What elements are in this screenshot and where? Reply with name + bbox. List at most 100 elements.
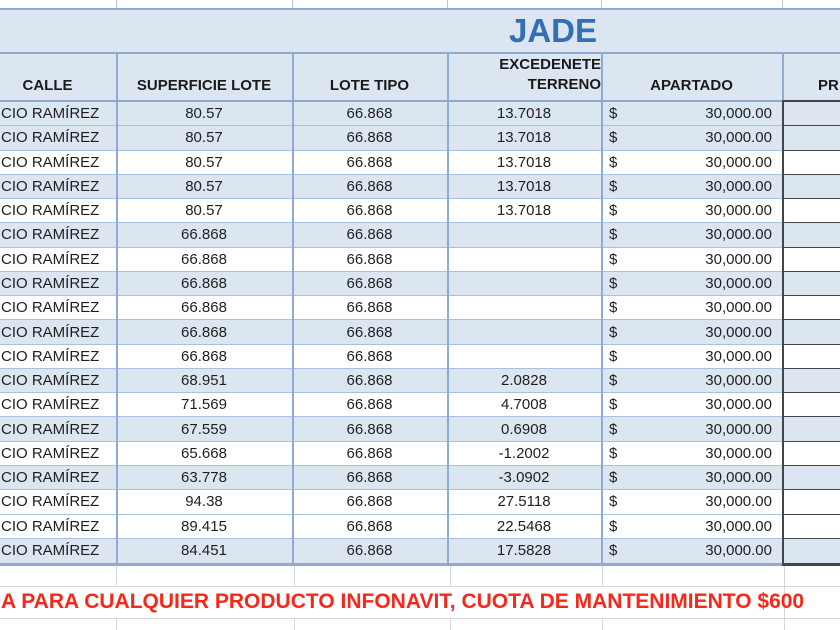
cell-superficie-lote[interactable]: 63.778 bbox=[116, 466, 292, 491]
cell-excedente-terreno[interactable] bbox=[447, 296, 601, 321]
cell-precio-empty[interactable] bbox=[782, 320, 840, 345]
cell-lote-tipo[interactable]: 66.868 bbox=[292, 102, 447, 127]
cell-apartado[interactable]: $30,000.00 bbox=[601, 466, 782, 491]
header-apartado[interactable]: APARTADO bbox=[601, 54, 782, 100]
cell-lote-tipo[interactable]: 66.868 bbox=[292, 466, 447, 491]
cell-superficie-lote[interactable]: 68.951 bbox=[116, 369, 292, 394]
cell-apartado[interactable]: $30,000.00 bbox=[601, 126, 782, 151]
cell-excedente-terreno[interactable]: 0.6908 bbox=[447, 417, 601, 442]
cell-excedente-terreno[interactable] bbox=[447, 272, 601, 297]
cell-apartado[interactable]: $30,000.00 bbox=[601, 320, 782, 345]
cell-calle[interactable]: CIO RAMÍREZ bbox=[0, 490, 116, 515]
cell-apartado[interactable]: $30,000.00 bbox=[601, 102, 782, 127]
cell-excedente-terreno[interactable] bbox=[447, 320, 601, 345]
cell-calle[interactable]: CIO RAMÍREZ bbox=[0, 466, 116, 491]
cell-precio-empty[interactable] bbox=[782, 126, 840, 151]
cell-superficie-lote[interactable]: 80.57 bbox=[116, 151, 292, 175]
cell-superficie-lote[interactable]: 89.415 bbox=[116, 515, 292, 539]
cell-lote-tipo[interactable]: 66.868 bbox=[292, 175, 447, 200]
cell-excedente-terreno[interactable]: -1.2002 bbox=[447, 442, 601, 466]
cell-calle[interactable]: CIO RAMÍREZ bbox=[0, 417, 116, 442]
cell-calle[interactable]: CIO RAMÍREZ bbox=[0, 515, 116, 539]
cell-calle[interactable]: CIO RAMÍREZ bbox=[0, 369, 116, 394]
cell-calle[interactable]: CIO RAMÍREZ bbox=[0, 248, 116, 272]
cell-excedente-terreno[interactable]: 13.7018 bbox=[447, 102, 601, 127]
header-superficie-lote[interactable]: SUPERFICIE LOTE bbox=[116, 54, 292, 100]
cell-precio-empty[interactable] bbox=[782, 539, 840, 563]
cell-lote-tipo[interactable]: 66.868 bbox=[292, 296, 447, 321]
cell-lote-tipo[interactable]: 66.868 bbox=[292, 515, 447, 539]
cell-calle[interactable]: CIO RAMÍREZ bbox=[0, 175, 116, 200]
cell-calle[interactable]: CIO RAMÍREZ bbox=[0, 151, 116, 175]
cell-precio-empty[interactable] bbox=[782, 151, 840, 175]
cell-precio-empty[interactable] bbox=[782, 369, 840, 394]
cell-apartado[interactable]: $30,000.00 bbox=[601, 515, 782, 539]
cell-precio-empty[interactable] bbox=[782, 272, 840, 297]
cell-superficie-lote[interactable]: 80.57 bbox=[116, 199, 292, 224]
cell-lote-tipo[interactable]: 66.868 bbox=[292, 320, 447, 345]
cell-superficie-lote[interactable]: 80.57 bbox=[116, 102, 292, 127]
cell-excedente-terreno[interactable]: 4.7008 bbox=[447, 393, 601, 418]
cell-apartado[interactable]: $30,000.00 bbox=[601, 442, 782, 466]
cell-excedente-terreno[interactable] bbox=[447, 223, 601, 248]
cell-excedente-terreno[interactable]: 17.5828 bbox=[496, 542, 552, 560]
cell-precio-empty[interactable] bbox=[782, 393, 840, 418]
header-lote-tipo[interactable]: LOTE TIPO bbox=[292, 54, 447, 100]
cell-apartado[interactable]: $30,000.00 bbox=[601, 175, 782, 200]
cell-lote-tipo[interactable]: 66.868 bbox=[292, 442, 447, 466]
cell-lote-tipo[interactable]: 66.868 bbox=[292, 490, 447, 515]
cell-lote-tipo[interactable]: 66.868 bbox=[292, 151, 447, 175]
cell-calle[interactable]: CIO RAMÍREZ bbox=[0, 272, 116, 297]
cell-apartado[interactable]: $30,000.00 bbox=[601, 369, 782, 394]
cell-calle[interactable]: CIO RAMÍREZ bbox=[0, 126, 116, 151]
cell-lote-tipo[interactable]: 66.868 bbox=[346, 542, 393, 560]
cell-superficie-lote[interactable]: 94.38 bbox=[116, 490, 292, 515]
cell-apartado[interactable]: $30,000.00 bbox=[601, 490, 782, 515]
cell-excedente-terreno[interactable]: 27.5118 bbox=[447, 490, 601, 515]
cell-apartado[interactable]: $30,000.00 bbox=[601, 539, 782, 563]
cell-lote-tipo[interactable]: 66.868 bbox=[292, 248, 447, 272]
cell-precio-empty[interactable] bbox=[782, 199, 840, 224]
cell-precio-empty[interactable] bbox=[782, 223, 840, 248]
cell-lote-tipo[interactable]: 66.868 bbox=[292, 199, 447, 224]
cell-precio-empty[interactable] bbox=[782, 442, 840, 466]
cell-lote-tipo[interactable]: 66.868 bbox=[292, 223, 447, 248]
cell-apartado[interactable]: $30,000.00 bbox=[601, 345, 782, 369]
cell-excedente-terreno[interactable]: 22.5468 bbox=[447, 515, 601, 539]
cell-calle[interactable]: CIO RAMÍREZ bbox=[0, 442, 116, 466]
cell-lote-tipo[interactable]: 66.868 bbox=[292, 369, 447, 394]
cell-superficie-lote[interactable]: 66.868 bbox=[116, 320, 292, 345]
cell-superficie-lote[interactable]: 66.868 bbox=[116, 272, 292, 297]
cell-precio-empty[interactable] bbox=[782, 490, 840, 515]
cell-precio-empty[interactable] bbox=[782, 296, 840, 321]
table-title-cell[interactable]: JADE bbox=[0, 10, 840, 52]
cell-superficie-lote[interactable]: 65.668 bbox=[116, 442, 292, 466]
cell-calle[interactable]: CIO RAMÍREZ bbox=[0, 320, 116, 345]
cell-precio-empty[interactable] bbox=[782, 248, 840, 272]
cell-lote-tipo[interactable]: 66.868 bbox=[292, 393, 447, 418]
cell-excedente-terreno[interactable]: 13.7018 bbox=[447, 199, 601, 224]
cell-precio-empty[interactable] bbox=[782, 175, 840, 200]
cell-precio-empty[interactable] bbox=[782, 102, 840, 127]
cell-precio-empty[interactable] bbox=[782, 466, 840, 491]
cell-excedente-terreno[interactable] bbox=[447, 345, 601, 369]
cell-apartado[interactable]: $30,000.00 bbox=[601, 223, 782, 248]
cell-superficie-lote[interactable]: 71.569 bbox=[116, 393, 292, 418]
cell-superficie-lote[interactable]: 66.868 bbox=[116, 296, 292, 321]
cell-apartado[interactable]: $30,000.00 bbox=[601, 296, 782, 321]
header-precio-clipped[interactable]: PR bbox=[782, 54, 840, 100]
cell-lote-tipo[interactable]: 66.868 bbox=[292, 345, 447, 369]
cell-superficie-lote[interactable]: 84.451 bbox=[181, 542, 227, 560]
cell-precio-empty[interactable] bbox=[782, 417, 840, 442]
cell-calle[interactable]: CIO RAMÍREZ bbox=[0, 393, 116, 418]
cell-precio-empty[interactable] bbox=[782, 345, 840, 369]
footer-note-cell[interactable]: A PARA CUALQUIER PRODUCTO INFONAVIT, CUO… bbox=[1, 590, 805, 613]
cell-lote-tipo[interactable]: 66.868 bbox=[292, 126, 447, 151]
header-excedente-terreno[interactable]: EXCEDENETE TERRENO bbox=[447, 54, 601, 100]
cell-calle[interactable]: CIO RAMÍREZ bbox=[0, 223, 116, 248]
cell-excedente-terreno[interactable]: 13.7018 bbox=[447, 126, 601, 151]
cell-calle[interactable]: CIO RAMÍREZ bbox=[0, 296, 116, 321]
cell-superficie-lote[interactable]: 67.559 bbox=[116, 417, 292, 442]
cell-apartado[interactable]: $30,000.00 bbox=[601, 199, 782, 224]
cell-superficie-lote[interactable]: 80.57 bbox=[116, 175, 292, 200]
